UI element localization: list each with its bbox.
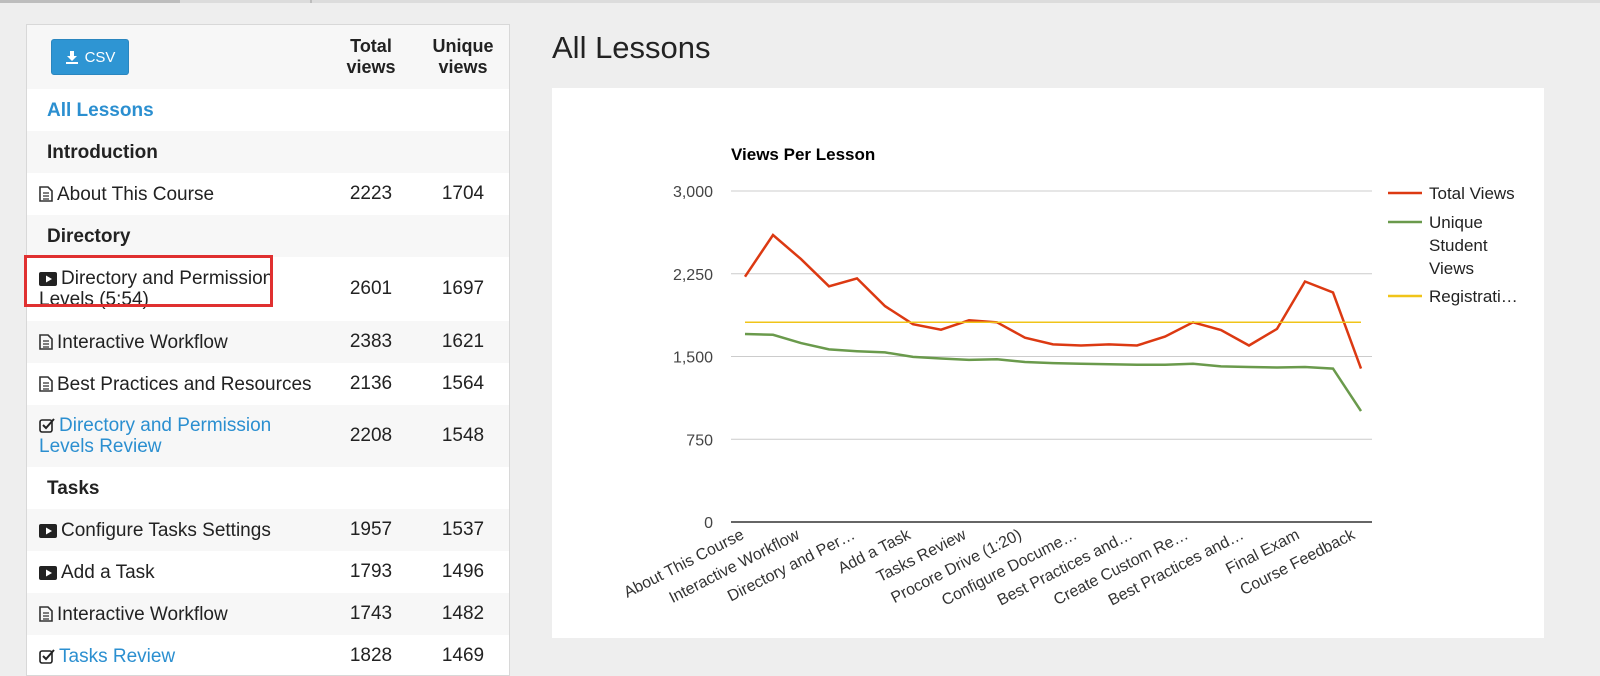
lesson-name-cell: Best Practices and Resources [27, 374, 325, 395]
table-row[interactable]: About This Course 2223 1704 [27, 173, 509, 215]
checkbox-icon [39, 418, 55, 433]
unique-views-value: 1469 [441, 645, 485, 666]
document-icon [39, 185, 53, 202]
y-tick-label: 2,250 [673, 267, 713, 284]
tab-indicator [0, 0, 180, 3]
legend-label[interactable]: Registrati… [1429, 287, 1518, 306]
legend-label[interactable]: Unique Student Views [1429, 213, 1488, 278]
unique-views-value: 1548 [441, 425, 485, 446]
checkbox-icon [39, 648, 55, 664]
lesson-name-cell: Add a Task [27, 562, 325, 583]
section-title: Tasks [47, 477, 100, 499]
lesson-name-cell: Configure Tasks Settings [27, 520, 325, 541]
document-icon [39, 375, 53, 392]
section-header: Directory [27, 215, 509, 257]
lesson-name[interactable]: Interactive Workflow [57, 603, 228, 625]
chart-title: Views Per Lesson [731, 145, 875, 164]
tab-divider [310, 0, 312, 3]
lesson-name[interactable]: About This Course [57, 183, 215, 205]
unique-views-value: 1621 [441, 331, 485, 352]
total-views-value: 1743 [349, 603, 393, 624]
video-icon [39, 272, 57, 286]
table-row[interactable]: Interactive Workflow 2383 1621 [27, 321, 509, 363]
legend-label[interactable]: Total Views [1429, 184, 1515, 203]
section-header: Introduction [27, 131, 509, 173]
lesson-name-cell: Tasks Review [27, 646, 325, 667]
video-icon [39, 565, 57, 580]
y-tick-label: 0 [704, 515, 713, 532]
section-title: Introduction [47, 141, 158, 163]
column-header-unique[interactable]: Unique views [432, 36, 494, 77]
lesson-name[interactable]: Add a Task [61, 561, 155, 583]
lesson-name[interactable]: Directory and Permission Levels (5:54) [39, 268, 274, 310]
views-chart-card: Views Per Lesson 0 750 1,500 2,250 3,000 Abo… [552, 88, 1544, 638]
top-tab-strip [0, 0, 1600, 3]
lesson-name[interactable]: Configure Tasks Settings [61, 519, 271, 541]
unique-views-value: 1697 [441, 278, 485, 299]
unique-views-value: 1482 [441, 603, 485, 624]
total-views-value: 2223 [349, 183, 393, 204]
download-icon [65, 51, 78, 64]
lesson-name[interactable]: Interactive Workflow [57, 331, 228, 353]
document-icon [39, 333, 53, 350]
unique-views-value: 1704 [441, 183, 485, 204]
unique-views-value: 1537 [441, 519, 485, 540]
unique-views-value: 1496 [441, 561, 485, 582]
total-views-value: 2208 [349, 425, 393, 446]
lesson-name-link[interactable]: Tasks Review [59, 645, 176, 667]
lesson-name-cell: Interactive Workflow [27, 604, 325, 625]
csv-label: CSV [84, 48, 116, 66]
series-line [744, 332, 1363, 412]
section-title: Directory [47, 225, 131, 247]
lesson-name-cell: Directory and Permission Levels (5:54) [27, 268, 325, 310]
y-tick-label: 750 [686, 432, 713, 449]
series-line [743, 233, 1363, 370]
table-row[interactable]: Directory and Permission Levels (5:54) 2… [27, 257, 509, 321]
lesson-name-cell: Interactive Workflow [27, 332, 325, 353]
total-views-value: 1828 [349, 645, 393, 666]
csv-cell: CSV [27, 39, 325, 75]
section-header: Tasks [27, 467, 509, 509]
table-row[interactable]: Add a Task 1793 1496 [27, 551, 509, 593]
all-lessons-link[interactable]: All Lessons [47, 99, 154, 121]
unique-views-value: 1564 [441, 373, 485, 394]
document-icon [39, 605, 53, 622]
video-icon [39, 523, 57, 538]
y-tick-label: 1,500 [673, 350, 713, 367]
lesson-name[interactable]: Best Practices and Resources [57, 373, 312, 395]
lesson-name-cell: Directory and Permission Levels Review [27, 415, 325, 457]
csv-download-button[interactable]: CSV [51, 39, 129, 75]
y-tick-label: 3,000 [673, 184, 713, 201]
table-row[interactable]: Configure Tasks Settings 1957 1537 [27, 509, 509, 551]
total-views-value: 2136 [349, 373, 393, 394]
total-views-value: 2601 [349, 278, 393, 299]
table-row[interactable]: Interactive Workflow 1743 1482 [27, 593, 509, 635]
lessons-table: CSV Total views Unique views All Lessons… [26, 24, 510, 676]
page-title: All Lessons [552, 30, 711, 65]
table-row[interactable]: Tasks Review 1828 1469 [27, 635, 509, 675]
total-views-value: 1793 [349, 561, 393, 582]
lesson-name-cell: About This Course [27, 184, 325, 205]
total-views-value: 2383 [349, 331, 393, 352]
column-header-total[interactable]: Total views [346, 36, 396, 77]
all-lessons-link-row[interactable]: All Lessons [27, 89, 509, 131]
total-views-value: 1957 [349, 519, 393, 540]
lesson-name-link[interactable]: Directory and Permission Levels Review [39, 415, 272, 457]
table-row[interactable]: Directory and Permission Levels Review 2… [27, 405, 509, 467]
table-header: CSV Total views Unique views [27, 25, 509, 89]
table-row[interactable]: Best Practices and Resources 2136 1564 [27, 363, 509, 405]
